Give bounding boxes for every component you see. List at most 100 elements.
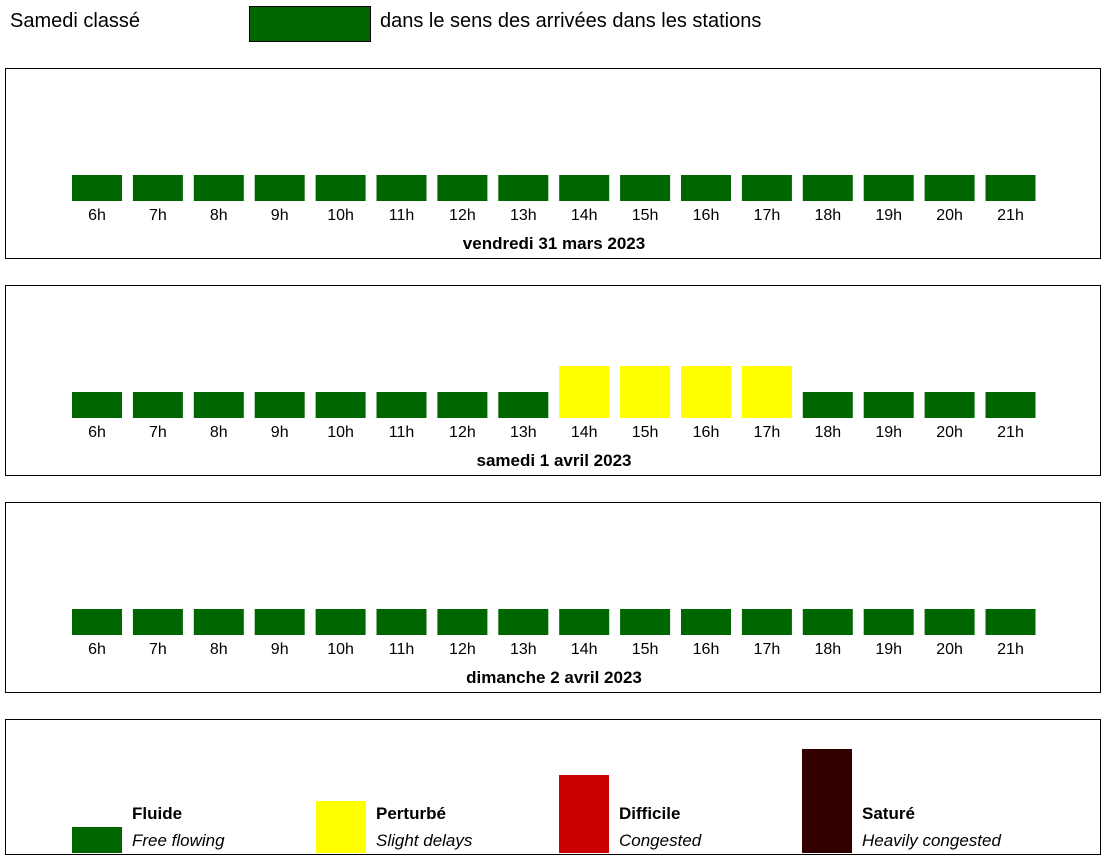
tick-label-10h: 10h [327,424,354,441]
chart-svg-1: 6h 7h 8h 9h 10h 11h 12h 13h 14h 15h 16h 17h 18h 19h 20… [72,175,1036,253]
tick-label-13h: 13h [510,207,537,224]
legend-sub-difficile: Congested [619,831,702,850]
bar-18h [802,609,853,635]
tick-label-9h: 9h [271,207,289,224]
tick-label-8h: 8h [210,207,228,224]
header-description: dans le sens des arrivées dans les stati… [380,10,762,32]
tick-label-11h: 11h [389,641,415,658]
bar-14h [559,366,610,418]
bar-6h [72,175,122,201]
bar-13h [498,609,549,635]
bar-11h [376,609,427,635]
tick-label-10h: 10h [327,641,354,658]
tick-label-21h: 21h [997,641,1024,658]
bar-21h [985,392,1036,418]
legend-sub-sature: Heavily congested [862,831,1001,850]
bar-8h [193,392,244,418]
legend-swatch-perturbe [316,801,366,853]
bar-20h [924,392,975,418]
chart-panel-3: 6h 7h 8h 9h 10h 11h 12h 13h 14h 15h 16h 17h 18h 19h 20… [5,502,1101,693]
bar-20h [924,609,975,635]
bar-16h [681,609,731,635]
bar-17h [741,175,792,201]
bar-21h [985,175,1036,201]
tick-label-20h: 20h [936,641,963,658]
tick-label-17h: 17h [754,641,781,658]
bar-12h [437,609,488,635]
bar-9h [254,609,305,635]
bar-16h [681,366,731,418]
bar-19h [863,609,914,635]
tick-label-9h: 9h [271,641,289,658]
tick-label-16h: 16h [693,207,720,224]
tick-label-17h: 17h [754,424,781,441]
tick-label-7h: 7h [149,424,167,441]
legend-sub-fluide: Free flowing [132,831,225,850]
bar-15h [620,175,671,201]
legend-swatch-fluide [72,827,122,853]
bar-14h [559,175,610,201]
legend-label-perturbe: Perturbé [376,804,446,823]
bar-10h [315,392,366,418]
bar-19h [863,392,914,418]
bar-9h [254,392,305,418]
legend-swatch-difficile [559,775,609,853]
bar-10h [315,609,366,635]
bar-11h [376,392,427,418]
tick-label-12h: 12h [449,424,476,441]
tick-label-13h: 13h [510,424,537,441]
bar-12h [437,392,488,418]
bar-11h [376,175,427,201]
chart-panel-1: 6h 7h 8h 9h 10h 11h 12h 13h 14h 15h 16h 17h 18h 19h 20… [5,68,1101,259]
tick-label-8h: 8h [210,424,228,441]
bar-20h [924,175,975,201]
legend-label-fluide: Fluide [132,804,183,823]
bar-17h [741,609,792,635]
tick-label-11h: 11h [389,424,415,441]
tick-label-19h: 19h [875,641,902,658]
tick-label-14h: 14h [571,424,598,441]
tick-label-14h: 14h [571,207,598,224]
tick-label-6h: 6h [88,424,106,441]
bar-6h [72,392,122,418]
bar-12h [437,175,488,201]
chart-svg-3: 6h 7h 8h 9h 10h 11h 12h 13h 14h 15h 16h 17h 18h 19h 20… [72,609,1036,687]
tick-label-9h: 9h [271,424,289,441]
bar-14h [559,609,610,635]
tick-label-16h: 16h [693,641,720,658]
tick-label-16h: 16h [693,424,720,441]
tick-label-18h: 18h [814,641,841,658]
tick-label-21h: 21h [997,207,1024,224]
bar-19h [863,175,914,201]
tick-label-6h: 6h [88,207,106,224]
bar-8h [193,609,244,635]
bar-9h [254,175,305,201]
bar-15h [620,366,671,418]
tick-label-19h: 19h [875,424,902,441]
bar-13h [498,175,549,201]
bar-16h [681,175,731,201]
tick-label-12h: 12h [449,641,476,658]
tick-label-20h: 20h [936,207,963,224]
tick-label-20h: 20h [936,424,963,441]
tick-label-13h: 13h [510,641,537,658]
tick-label-10h: 10h [327,207,354,224]
bar-18h [802,392,853,418]
chart-title: vendredi 31 mars 2023 [463,234,645,253]
tick-label-17h: 17h [754,207,781,224]
bar-6h [72,609,122,635]
tick-label-18h: 18h [814,207,841,224]
bar-15h [620,609,671,635]
header-swatch [249,6,371,42]
bar-18h [802,175,853,201]
bar-13h [498,392,549,418]
legend-sub-perturbe: Slight delays [376,831,473,850]
chart-panel-2: 6h 7h 8h 9h 10h 11h 12h 13h 14h 15h 16h 17h 18h 19h 20… [5,285,1101,476]
tick-label-14h: 14h [571,641,598,658]
bar-7h [132,392,183,418]
tick-label-7h: 7h [149,641,167,658]
bar-21h [985,609,1036,635]
tick-label-6h: 6h [88,641,106,658]
bar-10h [315,175,366,201]
tick-label-8h: 8h [210,641,228,658]
